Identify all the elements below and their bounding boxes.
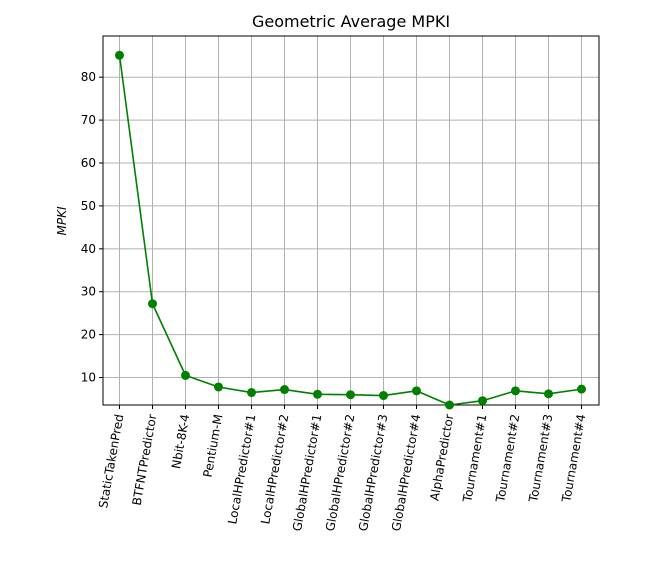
x-axis: StaticTakenPred BTFNTPredictor Nbit-8K-4 Pe… (96, 405, 588, 532)
data-point (148, 299, 157, 309)
y-tick-label: 50 (81, 199, 96, 213)
x-tick-label: GlobalHPredictor#2 (323, 413, 357, 532)
data-point (412, 386, 421, 396)
y-axis-label: MPKI (55, 206, 69, 235)
data-point (247, 388, 256, 398)
y-tick-label: 70 (81, 113, 96, 127)
data-point (313, 389, 322, 399)
series-layer (115, 50, 586, 410)
x-tick-label: Tournament#1 (460, 413, 489, 504)
x-tick-label: GlobalHPredictor#4 (389, 413, 423, 532)
x-tick-label: Tournament#3 (526, 413, 555, 504)
x-tick-label: Pentium-M (201, 413, 226, 478)
data-point (214, 382, 223, 392)
data-point (577, 384, 586, 394)
x-tick-label: GlobalHPredictor#1 (290, 413, 324, 532)
data-point (181, 370, 190, 380)
data-point (445, 400, 454, 410)
chart-title: Geometric Average MPKI (252, 12, 450, 31)
x-tick-label: LocalHPredictor#1 (225, 413, 258, 525)
x-tick-label: StaticTakenPred (96, 413, 126, 509)
y-tick-label: 80 (81, 70, 96, 84)
x-tick-label: Tournament#4 (559, 413, 588, 504)
data-point (115, 50, 124, 60)
data-point (379, 391, 388, 401)
data-point (511, 386, 520, 396)
y-tick-label: 10 (81, 371, 96, 385)
x-tick-label: BTFNTPredictor (130, 413, 160, 506)
x-tick-label: GlobalHPredictor#3 (356, 413, 390, 532)
x-tick-label: Nbit-8K-4 (169, 413, 192, 470)
x-tick-label: Tournament#2 (493, 413, 522, 504)
grid-lines (103, 36, 599, 405)
y-tick-label: 30 (81, 285, 96, 299)
x-tick-label: LocalHPredictor#2 (258, 413, 291, 525)
x-tick-label: AlphaPredictor (427, 413, 456, 502)
y-tick-label: 20 (81, 328, 96, 342)
data-point (478, 396, 487, 406)
data-point (280, 385, 289, 395)
data-point (544, 389, 553, 399)
y-tick-label: 40 (81, 242, 96, 256)
y-tick-label: 60 (81, 156, 96, 170)
y-axis: 10 20 30 40 50 60 70 80 (81, 70, 103, 385)
data-point (346, 390, 355, 400)
